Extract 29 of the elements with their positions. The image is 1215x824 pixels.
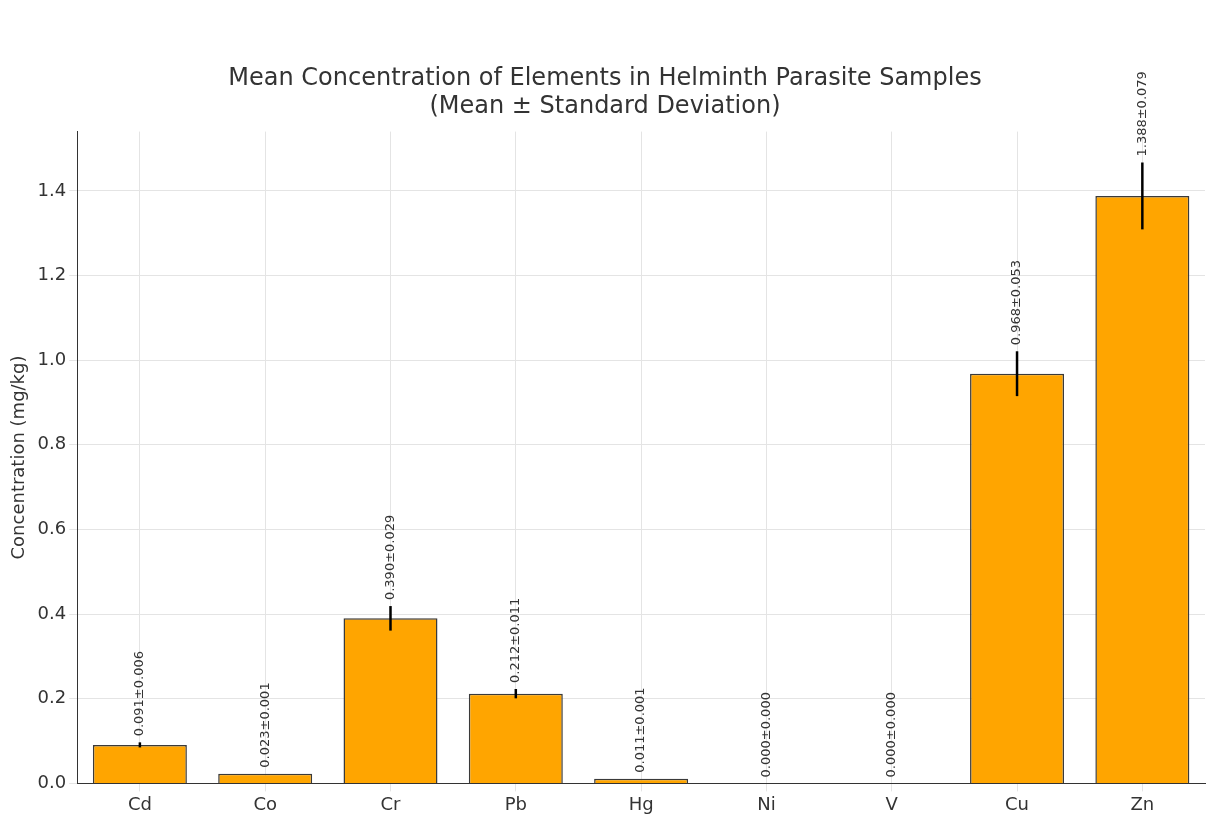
data-label: 0.000±0.000 — [757, 692, 773, 778]
y-axis-title: Concentration (mg/kg) — [7, 355, 29, 560]
x-tick-label: Pb — [504, 792, 527, 814]
data-label: 0.390±0.029 — [381, 514, 397, 601]
data-label: 0.091±0.006 — [131, 651, 147, 737]
data-label: 0.212±0.011 — [507, 597, 523, 684]
y-tick-label: 1.2 — [37, 263, 67, 285]
x-tick-label: Zn — [1130, 792, 1155, 814]
x-tick-label: Ni — [757, 792, 776, 814]
y-tick-label: 0.0 — [37, 771, 67, 793]
x-tick-label: Cu — [1005, 792, 1030, 814]
chart-title: Mean Concentration of Elements in Helminth Parasite Samples — [228, 62, 982, 91]
data-label: 0.023±0.001 — [256, 682, 272, 768]
y-tick-label: 0.4 — [37, 601, 67, 623]
x-tick-label: Co — [253, 792, 277, 814]
x-tick-label: Cd — [127, 792, 152, 814]
data-label: 0.968±0.053 — [1008, 259, 1024, 346]
y-tick-label: 0.2 — [37, 686, 67, 708]
y-tick-label: 0.8 — [37, 432, 67, 454]
y-tick-label: 1.4 — [37, 178, 67, 200]
data-label: 1.388±0.079 — [1133, 71, 1149, 157]
chart-subtitle: (Mean ± Standard Deviation) — [429, 91, 781, 120]
x-tick-label: Cr — [380, 792, 402, 814]
x-tick-label: V — [885, 792, 899, 814]
y-tick-label: 0.6 — [37, 517, 67, 539]
data-label: 0.011±0.001 — [632, 687, 648, 773]
x-tick-label: Hg — [628, 792, 654, 814]
data-label: 0.000±0.000 — [883, 692, 899, 778]
y-tick-label: 1.0 — [37, 347, 67, 369]
